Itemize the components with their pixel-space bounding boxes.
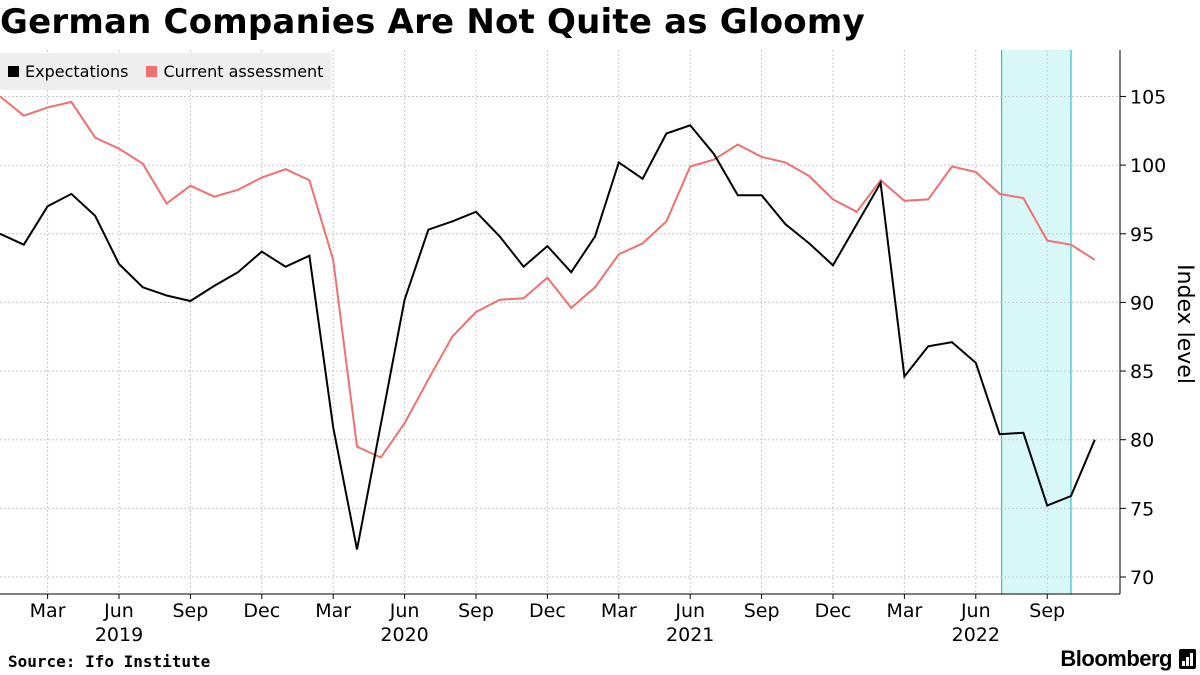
tick-label-layer: 70 75 80 85 90 95 100 105 Mar Jun Sep Dec Mar Jun Sep D… — [30, 86, 1197, 646]
x-tick-label: Sep — [172, 600, 208, 622]
y-axis-title: Index level — [1172, 264, 1197, 384]
y-tick-label: 100 — [1130, 155, 1166, 177]
grid-layer — [0, 50, 1120, 594]
x-tick-label: Jun — [103, 600, 134, 622]
y-tick-label: 90 — [1130, 292, 1154, 314]
x-year-label: 2021 — [666, 624, 714, 646]
legend-swatch-expectations — [8, 66, 19, 77]
x-tick-label: Jun — [960, 600, 991, 622]
bloomberg-bars-icon — [1179, 649, 1196, 669]
highlight-region-layer — [1000, 50, 1072, 594]
chart-title: German Companies Are Not Quite as Gloomy — [0, 2, 865, 42]
series-layer — [0, 95, 1096, 550]
legend: Expectations Current assessment — [0, 53, 332, 90]
highlight-region — [1001, 50, 1071, 594]
x-tick-label: Dec — [243, 600, 280, 622]
x-year-label: 2019 — [95, 624, 143, 646]
x-tick-label: Mar — [315, 600, 351, 622]
x-tick-label: Sep — [1029, 600, 1065, 622]
y-tick-label: 105 — [1130, 86, 1166, 108]
series-line-expectations — [0, 124, 1096, 550]
x-year-label: 2020 — [380, 624, 428, 646]
y-tick-label: 80 — [1130, 430, 1154, 452]
source-note: Source: Ifo Institute — [8, 652, 211, 671]
x-tick-label: Jun — [674, 600, 705, 622]
y-tick-label: 70 — [1130, 567, 1154, 589]
x-tick-label: Dec — [815, 600, 852, 622]
legend-label-expectations: Expectations — [25, 62, 129, 81]
x-year-label: 2022 — [952, 624, 1000, 646]
legend-label-current-assessment: Current assessment — [163, 62, 324, 81]
legend-item-current-assessment: Current assessment — [146, 62, 323, 81]
x-tick-label: Jun — [389, 600, 420, 622]
x-tick-label: Sep — [458, 600, 494, 622]
legend-swatch-current-assessment — [146, 66, 158, 77]
x-tick-label: Mar — [30, 600, 66, 622]
series-line-current-assessment — [0, 95, 1096, 459]
x-tick-label: Sep — [744, 600, 780, 622]
y-tick-label: 75 — [1130, 498, 1154, 520]
axis-layer — [0, 50, 1126, 599]
x-tick-label: Mar — [886, 600, 922, 622]
brand-logo-text: Bloomberg — [1060, 646, 1172, 671]
legend-item-expectations: Expectations — [8, 62, 128, 81]
y-tick-label: 85 — [1130, 361, 1154, 383]
x-tick-label: Dec — [529, 600, 566, 622]
y-tick-label: 95 — [1130, 224, 1154, 246]
x-tick-label: Mar — [601, 600, 637, 622]
